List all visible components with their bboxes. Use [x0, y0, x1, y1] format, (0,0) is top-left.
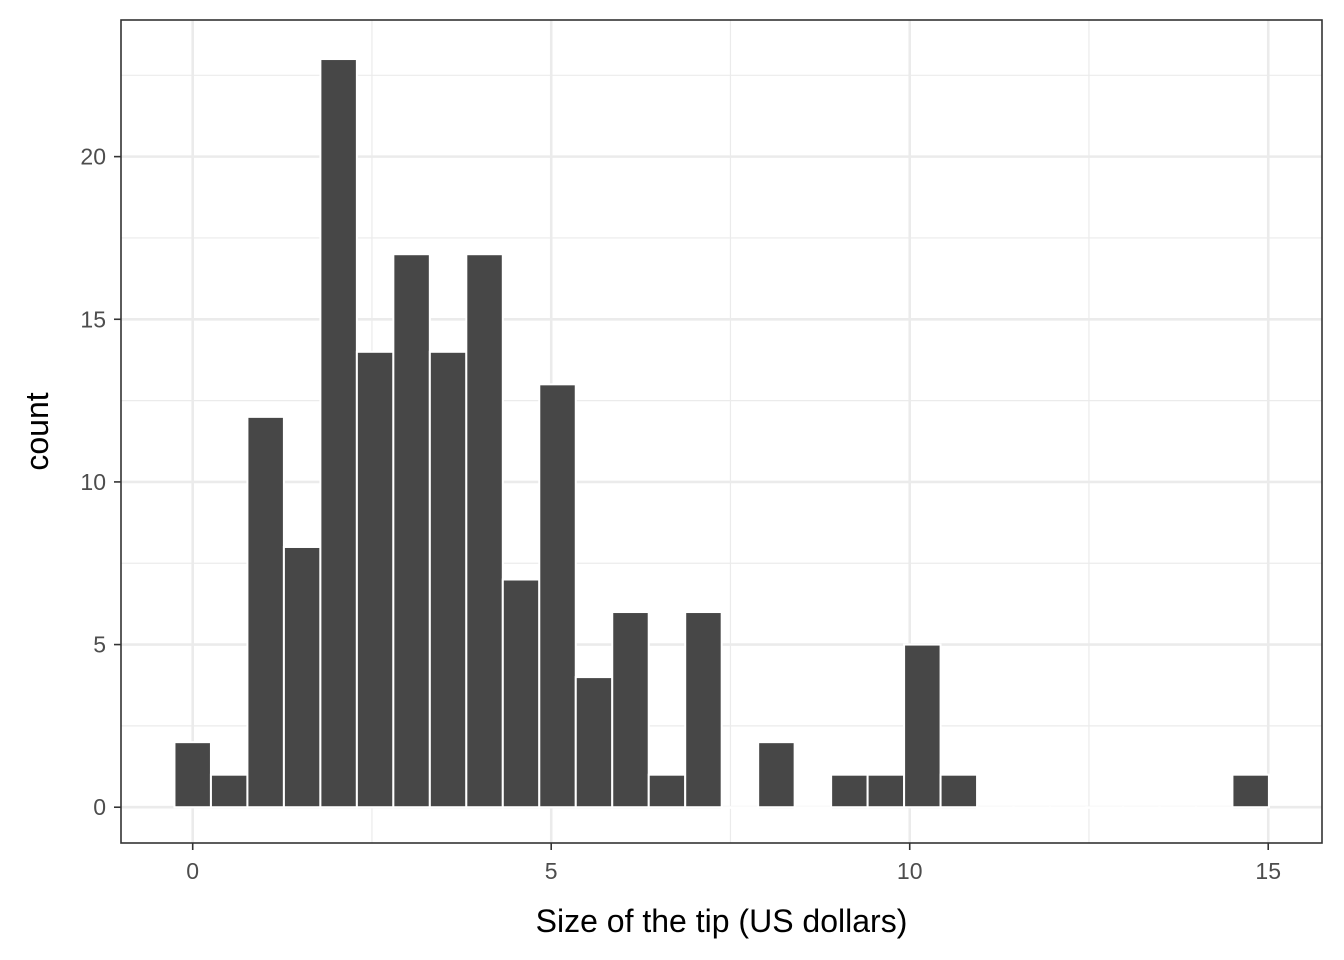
histogram-bar — [976, 806, 1015, 809]
histogram-bar — [647, 773, 687, 809]
histogram-bar — [1049, 806, 1088, 809]
histogram-bar — [501, 578, 541, 809]
histogram-bar — [1158, 806, 1197, 809]
histogram-bar — [1012, 806, 1052, 809]
histogram-bar — [173, 741, 212, 809]
histogram-bar — [793, 806, 833, 809]
histogram-bar — [465, 253, 504, 809]
histogram-bar — [720, 806, 760, 809]
histogram-bar — [1121, 806, 1161, 809]
x-tick-label: 5 — [545, 858, 558, 884]
histogram-bars — [173, 58, 1270, 809]
histogram-bar — [684, 611, 723, 809]
histogram-bar — [1231, 773, 1270, 809]
y-tick-label: 0 — [93, 794, 106, 820]
histogram-bar — [574, 676, 614, 809]
y-tick-label: 20 — [80, 144, 106, 170]
y-tick-label: 15 — [80, 306, 106, 332]
histogram-bar — [392, 253, 431, 809]
y-tick-label: 10 — [80, 469, 106, 495]
x-axis-ticks: 0 5 10 15 — [186, 843, 1281, 884]
histogram-bar — [282, 545, 322, 809]
y-axis-title: count — [19, 392, 55, 470]
x-tick-label: 0 — [186, 858, 199, 884]
y-axis-ticks: 0 5 10 15 20 — [80, 144, 121, 820]
histogram-bar — [903, 643, 942, 809]
panel-border — [120, 19, 1323, 844]
histogram-bar — [939, 773, 979, 809]
histogram-bar — [757, 741, 796, 809]
histogram-bar — [246, 415, 285, 809]
histogram-bar — [209, 773, 249, 809]
histogram-bar — [1085, 806, 1124, 809]
histogram-bar — [1194, 806, 1234, 809]
x-tick-label: 10 — [897, 858, 923, 884]
x-tick-label: 15 — [1255, 858, 1281, 884]
histogram-bar — [866, 773, 906, 809]
histogram-bar — [611, 611, 650, 809]
y-tick-label: 5 — [93, 632, 106, 658]
histogram-bar — [428, 350, 468, 809]
histogram-bar — [538, 383, 577, 809]
histogram-bar — [319, 58, 358, 809]
histogram-bar — [355, 350, 395, 809]
x-axis-title: Size of the tip (US dollars) — [536, 903, 908, 939]
histogram-bar — [830, 773, 869, 809]
